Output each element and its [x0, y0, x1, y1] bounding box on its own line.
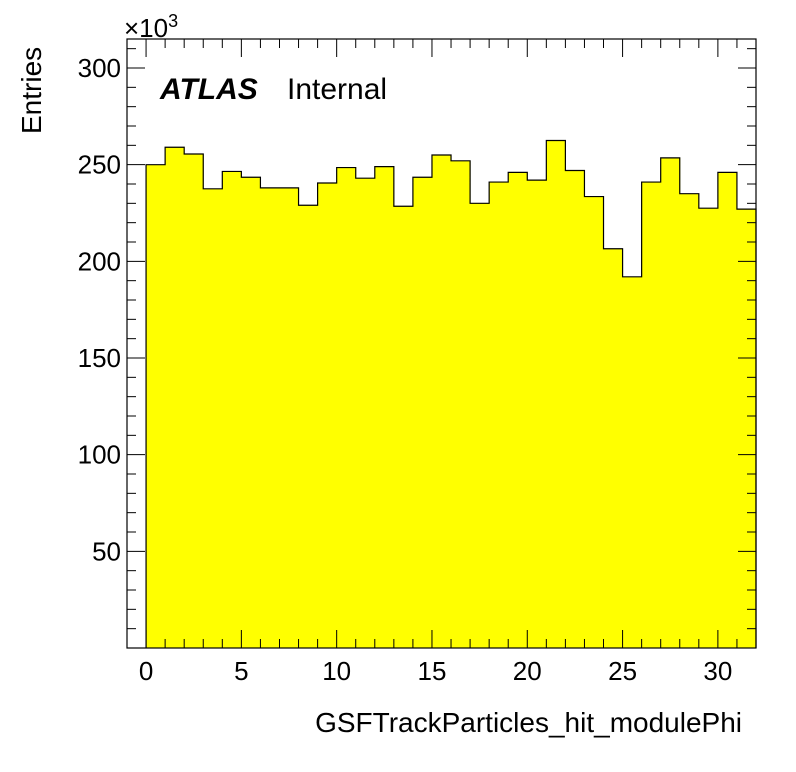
histogram-outline [145, 139, 757, 648]
axis-ticks [126, 39, 757, 648]
plot-frame [126, 38, 757, 649]
histogram-bin [527, 180, 547, 648]
histogram-bin [374, 166, 395, 648]
histogram-bin [184, 154, 204, 649]
histogram-bin [660, 157, 681, 648]
histogram-bin [451, 160, 471, 649]
histogram-bin [470, 203, 490, 649]
exponent-power: 3 [168, 11, 178, 31]
y-axis-title: Entries [16, 47, 47, 134]
histogram-bin [355, 178, 376, 648]
histogram-bin [412, 177, 433, 648]
x-tick-label: 20 [513, 656, 542, 686]
histogram-bin [431, 155, 452, 648]
histogram-bin [146, 164, 166, 648]
x-tick-label: 5 [234, 656, 248, 686]
y-tick-label: 250 [78, 150, 121, 180]
histogram-bin [317, 183, 338, 649]
histogram-bin [241, 177, 261, 648]
histogram-bin [641, 182, 662, 649]
histogram-bin [546, 140, 566, 648]
histogram-bin [336, 167, 357, 649]
histogram-bin [603, 248, 624, 648]
histogram-bin [717, 172, 738, 648]
x-tick-label: 30 [703, 656, 732, 686]
histogram-bin [165, 147, 185, 648]
histogram-bin [508, 172, 528, 648]
y-tick-label: 150 [78, 343, 121, 373]
status-label: Internal [287, 73, 387, 106]
x-tick-label: 0 [139, 656, 153, 686]
x-tick-label: 15 [418, 656, 447, 686]
exponent-label: ×103 [124, 11, 178, 43]
histogram-bin [298, 205, 319, 648]
histogram-bin [584, 196, 605, 649]
y-tick-label: 100 [78, 440, 121, 470]
y-tick-label: 50 [92, 536, 121, 566]
histogram-bin [260, 187, 280, 648]
histogram-bars [146, 140, 757, 649]
histogram-bin [698, 208, 719, 648]
x-tick-label: 10 [322, 656, 351, 686]
histogram-bin [279, 187, 300, 648]
histogram-bin [679, 193, 700, 648]
histogram-bin [489, 182, 509, 649]
histogram-bin [222, 171, 242, 648]
x-axis-title: GSFTrackParticles_hit_modulePhi [315, 707, 742, 738]
y-tick-label: 300 [78, 53, 121, 83]
histogram-bin [622, 276, 643, 648]
histogram-bin [203, 188, 223, 649]
x-tick-label: 25 [608, 656, 637, 686]
histogram-bin [736, 209, 757, 648]
tick-labels: 0 5 10 15 20 25 30 50 100 150 200 250 300 [78, 53, 733, 686]
histogram-bin [565, 170, 585, 648]
histogram-bin [393, 206, 414, 648]
atlas-label: ATLAS [159, 73, 258, 106]
y-tick-label: 200 [78, 246, 121, 276]
